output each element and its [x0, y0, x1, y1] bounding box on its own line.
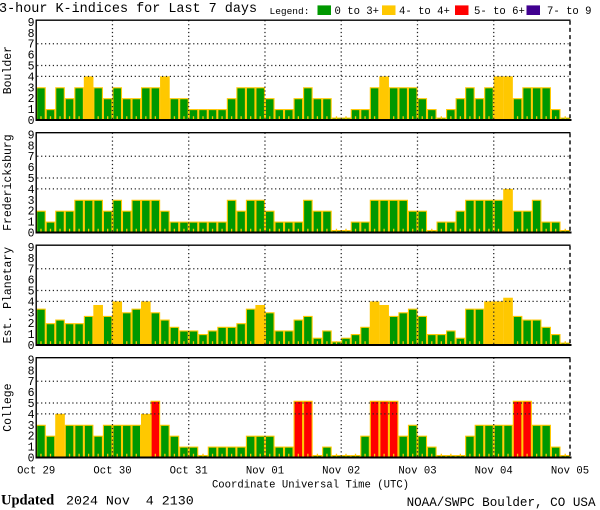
svg-text:Oct 29: Oct 29: [17, 466, 55, 478]
svg-text:0: 0: [28, 115, 35, 128]
svg-text:Coordinate Universal Time (UTC: Coordinate Universal Time (UTC): [212, 480, 409, 492]
svg-text:2: 2: [28, 206, 35, 219]
svg-text:8: 8: [28, 253, 35, 266]
svg-text:2: 2: [28, 93, 35, 106]
svg-text:6: 6: [28, 162, 35, 175]
svg-text:1: 1: [28, 329, 35, 342]
svg-text:Fredericksburg: Fredericksburg: [2, 134, 15, 231]
svg-text:9: 9: [28, 129, 35, 142]
svg-text:5: 5: [28, 398, 35, 411]
svg-text:8: 8: [28, 28, 35, 41]
svg-text:2: 2: [28, 318, 35, 331]
svg-text:Legend:: Legend:: [270, 6, 310, 17]
svg-text:Nov 04: Nov 04: [475, 466, 513, 478]
svg-text:3: 3: [28, 195, 35, 208]
svg-text:7: 7: [28, 264, 35, 277]
svg-text:0 to 3+: 0 to 3+: [335, 6, 380, 18]
svg-text:4: 4: [28, 71, 35, 84]
svg-text:9: 9: [28, 17, 35, 30]
svg-text:9: 9: [28, 354, 35, 367]
svg-text:5: 5: [28, 173, 35, 186]
svg-text:Oct 31: Oct 31: [170, 466, 208, 478]
svg-text:Updated: Updated: [1, 493, 54, 509]
svg-text:Est. Planetary: Est. Planetary: [2, 247, 15, 344]
svg-text:7: 7: [28, 151, 35, 164]
svg-text:1: 1: [28, 217, 35, 230]
svg-text:5: 5: [28, 286, 35, 299]
svg-text:8: 8: [28, 365, 35, 378]
svg-text:4: 4: [28, 296, 35, 309]
svg-text:2024 Nov 4 2130: 2024 Nov 4 2130: [66, 494, 194, 509]
svg-text:6: 6: [28, 387, 35, 400]
svg-text:3-hour K-indices for Last 7 da: 3-hour K-indices for Last 7 days: [0, 2, 257, 17]
svg-text:4- to 4+: 4- to 4+: [399, 6, 450, 18]
svg-text:6: 6: [28, 275, 35, 288]
svg-text:0: 0: [28, 228, 35, 241]
svg-text:7: 7: [28, 39, 35, 52]
svg-text:Nov 05: Nov 05: [551, 466, 589, 478]
svg-text:6: 6: [28, 50, 35, 63]
svg-text:5- to 6+: 5- to 6+: [474, 6, 525, 18]
svg-text:7- to 9: 7- to 9: [547, 6, 592, 18]
svg-text:Nov 02: Nov 02: [322, 466, 360, 478]
svg-text:1: 1: [28, 104, 35, 117]
svg-text:Nov 01: Nov 01: [246, 466, 284, 478]
svg-text:8: 8: [28, 140, 35, 153]
svg-text:NOAA/SWPC Boulder, CO USA: NOAA/SWPC Boulder, CO USA: [407, 496, 596, 510]
svg-text:Nov 03: Nov 03: [398, 466, 436, 478]
svg-text:Boulder: Boulder: [2, 46, 15, 94]
svg-text:College: College: [2, 383, 15, 431]
svg-text:Oct 30: Oct 30: [93, 466, 131, 478]
svg-text:1: 1: [28, 442, 35, 455]
svg-text:2: 2: [28, 431, 35, 444]
svg-text:0: 0: [28, 340, 35, 353]
svg-text:4: 4: [28, 184, 35, 197]
svg-text:3: 3: [28, 307, 35, 320]
svg-text:3: 3: [28, 82, 35, 95]
svg-text:7: 7: [28, 376, 35, 389]
svg-text:3: 3: [28, 420, 35, 433]
svg-text:0: 0: [28, 453, 35, 466]
svg-text:5: 5: [28, 61, 35, 74]
svg-text:9: 9: [28, 242, 35, 255]
svg-text:4: 4: [28, 409, 35, 422]
